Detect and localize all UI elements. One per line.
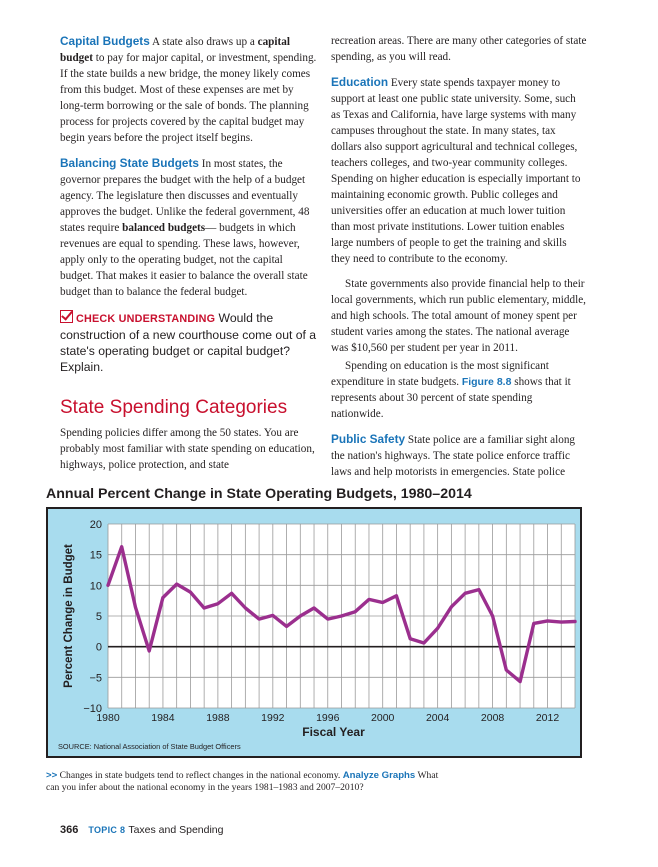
data-point: [409, 638, 411, 640]
y-tick-label: 15: [90, 550, 102, 562]
y-tick-label: 0: [96, 642, 102, 654]
data-point: [148, 650, 150, 652]
data-point: [272, 614, 274, 616]
x-axis-label: Fiscal Year: [302, 725, 365, 739]
data-point: [492, 615, 494, 617]
data-point: [231, 592, 233, 594]
education-text: Every state spends taxpayer money to sup…: [331, 77, 581, 265]
page-number: 366: [60, 824, 79, 836]
data-point: [505, 669, 507, 671]
data-point: [395, 595, 397, 597]
page-footer: 366 TOPIC 8 Taxes and Spending: [60, 824, 223, 836]
data-point: [464, 592, 466, 594]
data-point: [327, 618, 329, 620]
local-funding-paragraph: State governments also provide financial…: [331, 278, 586, 354]
data-point: [340, 615, 343, 617]
data-point: [299, 615, 301, 617]
y-tick-label: 5: [96, 611, 102, 623]
data-point: [244, 607, 246, 609]
public-safety-paragraph: Public Safety State police are a familia…: [331, 431, 587, 480]
check-understanding-label: CHECK UNDERSTANDING: [76, 313, 216, 325]
data-point: [162, 597, 164, 599]
data-point: [478, 589, 480, 591]
data-point: [176, 583, 178, 585]
data-point: [121, 546, 123, 548]
data-point: [354, 611, 356, 613]
balancing-paragraph: Balancing State Budgets In most states, …: [60, 155, 318, 300]
continuation-paragraph: recreation areas. There are many other c…: [331, 35, 587, 63]
check-understanding-question: Would the construction of a new courthou…: [60, 311, 317, 374]
figure-link[interactable]: Figure 8.8: [461, 376, 512, 388]
y-tick-label: −5: [89, 672, 102, 684]
x-tick-label: 2012: [536, 712, 560, 724]
public-safety-text: State police are a familiar sight along …: [331, 434, 576, 478]
right-column: recreation areas. There are many other c…: [331, 33, 587, 489]
data-point: [560, 621, 562, 623]
data-point: [203, 607, 205, 609]
checkbox-icon: [60, 310, 73, 323]
figure-caption: >> Changes in state budgets tend to refl…: [46, 770, 446, 794]
x-tick-label: 1992: [261, 712, 285, 724]
section-intro: Spending policies differ among the 50 st…: [60, 427, 315, 471]
chart-panel: 20 15 10 5 0 −5 −10 1980 1984 1988 1992 1996 2000 200…: [46, 507, 582, 758]
section-title: State Spending Categories: [60, 397, 288, 418]
check-understanding: CHECK UNDERSTANDING Would the constructi…: [60, 310, 318, 375]
x-tick-label: 2000: [371, 712, 395, 724]
caption-question: What can you infer about the national ec…: [46, 770, 439, 793]
data-point: [574, 620, 576, 623]
caption-text-1: Changes in state budgets tend to reflect…: [57, 770, 343, 781]
balancing-text-1: In most states, the governor prepares th…: [60, 158, 310, 234]
education-paragraph: Education Every state spends taxpayer mo…: [331, 74, 587, 267]
chart-source: SOURCE: National Association of State Bu…: [58, 742, 241, 751]
capital-budget-term: capital budget: [60, 36, 290, 64]
capital-budgets-text-1: A state also draws up a: [149, 36, 258, 48]
data-point: [107, 584, 109, 586]
data-point: [450, 606, 452, 608]
data-point: [368, 598, 370, 600]
data-point: [546, 620, 549, 622]
capital-budgets-text-2: to pay for major capital, or investment,…: [60, 52, 317, 144]
data-point: [286, 625, 288, 627]
caption-arrows-icon: >>: [46, 770, 58, 781]
data-point: [217, 603, 219, 605]
expenditure-text-2: shows that it represents about 30 percen…: [331, 376, 571, 420]
data-point: [258, 618, 260, 620]
y-tick-label: 20: [90, 519, 102, 531]
x-tick-label: 2004: [426, 712, 450, 724]
balanced-budgets-term: balanced budgets: [122, 222, 206, 234]
data-point: [313, 607, 315, 609]
capital-budgets-heading: Capital Budgets: [60, 34, 150, 48]
topic-title: Taxes and Spending: [128, 824, 224, 836]
x-tick-label: 1984: [151, 712, 175, 724]
chart-title: Annual Percent Change in State Operating…: [46, 486, 472, 502]
education-heading: Education: [331, 75, 389, 89]
analyze-graphs-label: Analyze Graphs: [342, 770, 416, 781]
data-point: [134, 606, 137, 608]
data-point: [423, 642, 425, 644]
data-point: [382, 601, 384, 604]
y-tick-label: 10: [90, 580, 102, 592]
data-point: [189, 591, 191, 593]
x-tick-label: 1980: [96, 712, 120, 724]
x-tick-label: 2008: [481, 712, 505, 724]
balancing-text-2: — budgets in which revenues are equal to…: [60, 222, 308, 298]
y-axis-label: Percent Change in Budget: [63, 544, 75, 688]
expenditure-text-1: Spending on education is the most signif…: [331, 360, 549, 388]
topic-label: TOPIC 8: [88, 825, 126, 835]
data-point: [533, 622, 535, 624]
x-tick-label: 1988: [206, 712, 230, 724]
balancing-heading: Balancing State Budgets: [60, 156, 199, 170]
left-column: Capital Budgets A state also draws up a …: [60, 33, 318, 482]
y-tick-label: −10: [83, 703, 102, 715]
capital-budgets-paragraph: Capital Budgets A state also draws up a …: [60, 33, 318, 146]
data-point: [437, 627, 439, 629]
public-safety-heading: Public Safety: [331, 432, 406, 446]
data-point: [519, 681, 521, 683]
x-tick-label: 1996: [316, 712, 340, 724]
education-expenditure-paragraph: Spending on education is the most signif…: [331, 358, 587, 422]
